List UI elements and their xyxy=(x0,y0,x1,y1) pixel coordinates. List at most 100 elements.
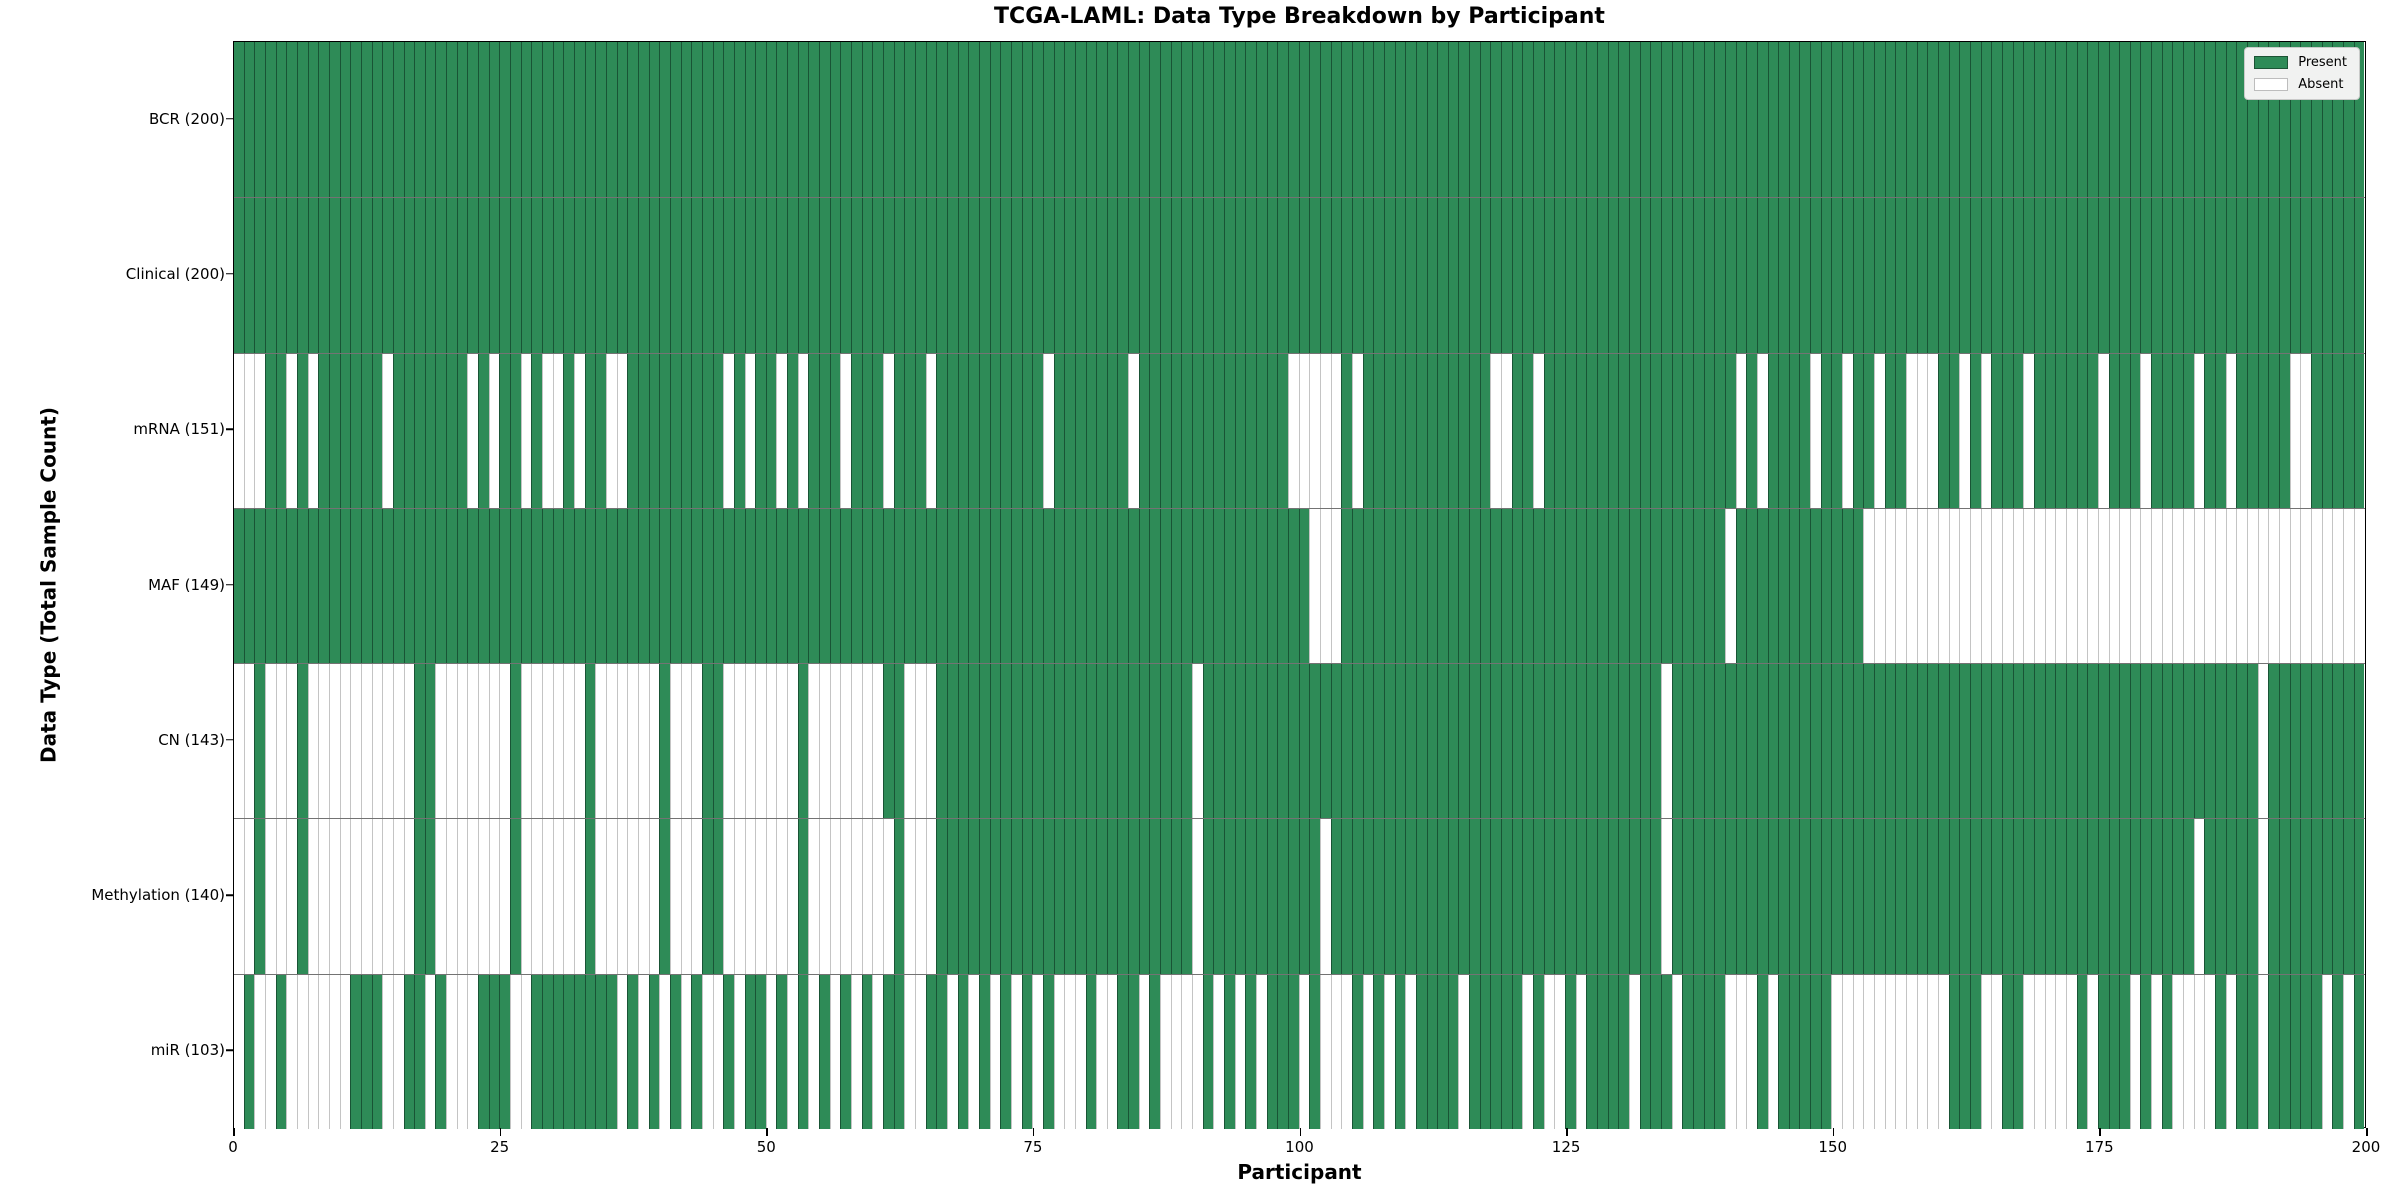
heatmap-cell xyxy=(2236,42,2248,198)
heatmap-cell xyxy=(840,974,852,1129)
heatmap-cell xyxy=(744,664,756,819)
heatmap-cell xyxy=(1298,198,1310,353)
heatmap-cell xyxy=(1437,819,1448,974)
heatmap-cell xyxy=(765,198,777,353)
heatmap-cell xyxy=(2129,198,2141,353)
heatmap-cell xyxy=(2215,974,2226,1129)
heatmap-cell xyxy=(1138,974,1150,1129)
heatmap-cell xyxy=(1938,42,1949,198)
heatmap-cell xyxy=(264,198,276,353)
x-tick-label-100: 100 xyxy=(1285,1138,1314,1156)
heatmap-cell xyxy=(1362,508,1374,664)
heatmap-cell xyxy=(424,353,436,508)
heatmap-cell xyxy=(2097,42,2109,198)
heatmap-cell xyxy=(435,42,447,198)
heatmap-cell xyxy=(946,42,958,198)
heatmap-cell xyxy=(946,198,958,353)
heatmap-cell xyxy=(2204,198,2216,353)
chart-title: TCGA-LAML: Data Type Breakdown by Partic… xyxy=(994,4,1605,29)
heatmap-cell xyxy=(605,508,617,664)
heatmap-cell xyxy=(1842,819,1853,974)
heatmap-cell xyxy=(1799,198,1811,353)
heatmap-cell xyxy=(733,42,745,198)
heatmap-cell xyxy=(1756,508,1768,664)
heatmap-cell xyxy=(1628,664,1640,819)
heatmap-cell xyxy=(2076,819,2088,974)
heatmap-cell xyxy=(1959,819,1970,974)
heatmap-cell xyxy=(861,353,873,508)
heatmap-cell xyxy=(467,664,479,819)
heatmap-row-CN xyxy=(234,663,2365,819)
heatmap-cell xyxy=(1703,819,1715,974)
heatmap-cell xyxy=(1586,664,1597,819)
heatmap-cell xyxy=(1341,819,1352,974)
heatmap-cell xyxy=(1362,198,1374,353)
heatmap-cell xyxy=(701,664,713,819)
heatmap-cell xyxy=(1863,974,1875,1129)
heatmap-cell xyxy=(1650,508,1661,664)
heatmap-cell xyxy=(1938,819,1949,974)
heatmap-cell xyxy=(2065,974,2077,1129)
heatmap-cell xyxy=(787,974,798,1129)
heatmap-cell xyxy=(968,974,979,1129)
heatmap-cell xyxy=(1373,42,1384,198)
heatmap-cell xyxy=(2289,664,2301,819)
heatmap-cell xyxy=(851,508,862,664)
heatmap-cell xyxy=(2183,819,2194,974)
heatmap-cell xyxy=(392,664,404,819)
heatmap-cell xyxy=(1447,664,1459,819)
heatmap-cell xyxy=(2247,819,2258,974)
heatmap-cell xyxy=(1010,42,1022,198)
heatmap-cell xyxy=(1543,198,1555,353)
heatmap-cell xyxy=(2087,974,2098,1129)
x-tick-mark xyxy=(499,1128,502,1136)
heatmap-cell xyxy=(1969,664,1981,819)
heatmap-cell xyxy=(904,42,915,198)
heatmap-cell xyxy=(1106,819,1118,974)
heatmap-cell xyxy=(1117,42,1129,198)
heatmap-cell xyxy=(1000,42,1011,198)
heatmap-cell xyxy=(339,664,351,819)
heatmap-cell xyxy=(563,198,574,353)
heatmap-cell xyxy=(829,198,841,353)
heatmap-cell xyxy=(2183,42,2194,198)
heatmap-cell xyxy=(1277,508,1288,664)
heatmap-cell xyxy=(1628,974,1640,1129)
heatmap-cell xyxy=(1170,508,1182,664)
heatmap-cell xyxy=(275,974,287,1129)
heatmap-cell xyxy=(1618,508,1629,664)
heatmap-cell xyxy=(733,664,745,819)
heatmap-cell xyxy=(1714,664,1725,819)
heatmap-cell xyxy=(1906,353,1917,508)
heatmap-cell xyxy=(456,353,468,508)
heatmap-cell xyxy=(1959,353,1970,508)
heatmap-cell xyxy=(435,353,447,508)
heatmap-cell xyxy=(2353,819,2365,974)
heatmap-cell xyxy=(2342,508,2354,664)
heatmap-cell xyxy=(1373,508,1384,664)
heatmap-cell xyxy=(680,974,692,1129)
heatmap-cell xyxy=(1895,42,1907,198)
heatmap-cell xyxy=(488,508,500,664)
heatmap-cell xyxy=(360,974,372,1129)
heatmap-cell xyxy=(1746,198,1757,353)
heatmap-cell xyxy=(1160,353,1171,508)
heatmap-cell xyxy=(1351,664,1363,819)
heatmap-cell xyxy=(2289,508,2301,664)
heatmap-cell xyxy=(978,664,990,819)
heatmap-cell xyxy=(499,819,511,974)
heatmap-cell xyxy=(2161,974,2173,1129)
heatmap-cell xyxy=(2161,819,2173,974)
heatmap-cell xyxy=(1959,664,1970,819)
heatmap-cell xyxy=(883,353,894,508)
heatmap-cell xyxy=(1746,974,1757,1129)
heatmap-cell xyxy=(1746,508,1757,664)
heatmap-cell xyxy=(1746,819,1757,974)
heatmap-cell xyxy=(680,819,692,974)
heatmap-cell xyxy=(2279,198,2290,353)
heatmap-cell xyxy=(1533,819,1544,974)
y-tick-mark xyxy=(226,583,233,586)
heatmap-cell xyxy=(574,819,585,974)
heatmap-cell xyxy=(275,42,287,198)
